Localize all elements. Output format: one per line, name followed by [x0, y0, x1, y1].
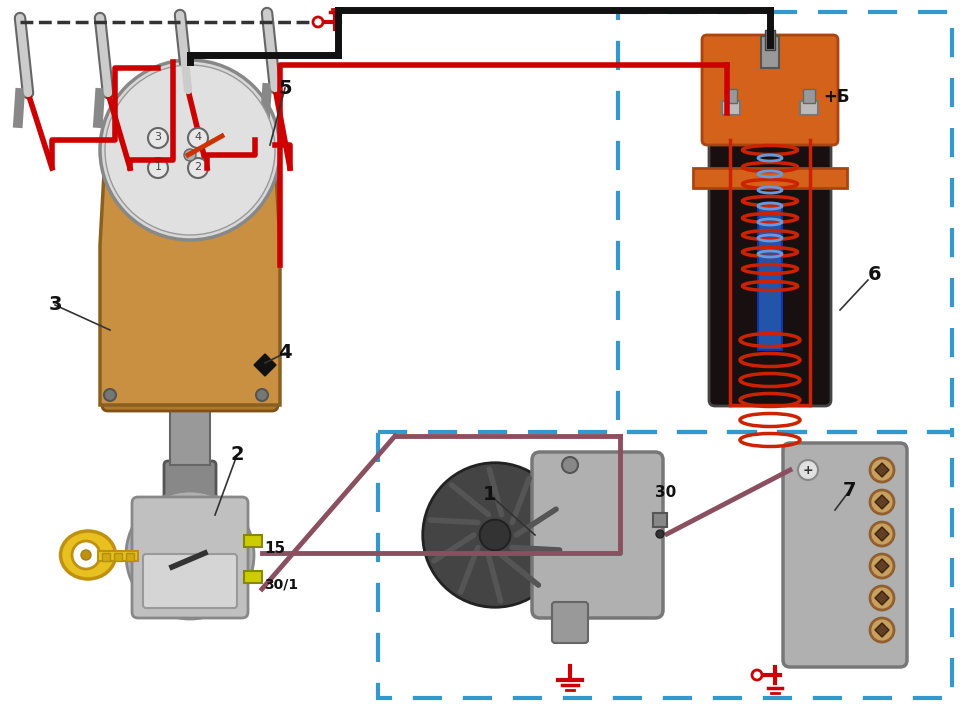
Circle shape [184, 149, 196, 161]
Circle shape [656, 530, 664, 538]
Bar [197, 132, 217, 160]
Bar [803, 89, 815, 103]
FancyBboxPatch shape [102, 329, 278, 411]
Circle shape [870, 554, 894, 578]
FancyBboxPatch shape [143, 554, 237, 608]
Circle shape [81, 550, 91, 560]
FancyBboxPatch shape [132, 497, 248, 618]
Circle shape [148, 128, 168, 148]
Circle shape [105, 65, 275, 235]
FancyBboxPatch shape [552, 602, 588, 643]
Bar [693, 168, 847, 188]
Polygon shape [875, 495, 889, 509]
Bar [163, 132, 183, 160]
Bar [244, 571, 262, 583]
Bar [722, 101, 740, 115]
Circle shape [188, 128, 208, 148]
Text: 30/1: 30/1 [264, 578, 299, 592]
Polygon shape [875, 463, 889, 477]
Text: 4: 4 [195, 132, 202, 142]
Bar [725, 89, 737, 103]
Circle shape [480, 520, 511, 551]
Text: 2: 2 [230, 446, 244, 465]
Bar [98, 551, 138, 561]
Bar [130, 132, 150, 160]
FancyBboxPatch shape [709, 104, 831, 406]
Circle shape [313, 17, 323, 27]
Bar [761, 36, 779, 68]
Polygon shape [875, 527, 889, 541]
Circle shape [104, 389, 116, 401]
Text: 1: 1 [155, 162, 161, 172]
Circle shape [256, 389, 268, 401]
Bar [170, 405, 210, 465]
Bar [230, 132, 250, 160]
Bar [765, 30, 775, 50]
Text: 2: 2 [195, 162, 202, 172]
Circle shape [870, 458, 894, 482]
Text: 1: 1 [483, 486, 497, 505]
Text: 3: 3 [155, 132, 161, 142]
Text: 5: 5 [278, 79, 292, 97]
FancyBboxPatch shape [164, 461, 216, 529]
Text: +Б: +Б [823, 88, 850, 106]
Bar [126, 553, 134, 561]
Circle shape [798, 460, 818, 480]
Polygon shape [875, 591, 889, 605]
Circle shape [126, 491, 254, 619]
Text: 4: 4 [278, 344, 292, 363]
Bar [244, 535, 262, 547]
Circle shape [188, 158, 208, 178]
Circle shape [72, 541, 100, 569]
Polygon shape [100, 155, 280, 405]
Bar [102, 553, 110, 561]
Ellipse shape [60, 531, 115, 579]
Polygon shape [875, 623, 889, 637]
Circle shape [562, 457, 578, 473]
Circle shape [100, 60, 280, 240]
Bar [653, 513, 667, 527]
FancyBboxPatch shape [702, 35, 838, 145]
Polygon shape [875, 559, 889, 573]
Bar [758, 205, 782, 350]
Bar [114, 553, 122, 561]
Circle shape [870, 586, 894, 610]
Circle shape [870, 490, 894, 514]
Circle shape [870, 522, 894, 546]
Text: 30: 30 [655, 485, 676, 500]
Polygon shape [254, 354, 276, 376]
Text: 7: 7 [843, 481, 856, 500]
Circle shape [422, 463, 567, 608]
Circle shape [870, 618, 894, 642]
Text: +: + [803, 463, 813, 477]
Text: 6: 6 [868, 265, 881, 284]
Circle shape [148, 158, 168, 178]
Text: 3: 3 [48, 296, 61, 315]
Bar [800, 101, 818, 115]
FancyBboxPatch shape [532, 452, 663, 618]
Text: 15: 15 [264, 541, 285, 556]
FancyBboxPatch shape [783, 443, 907, 667]
Circle shape [752, 670, 762, 680]
